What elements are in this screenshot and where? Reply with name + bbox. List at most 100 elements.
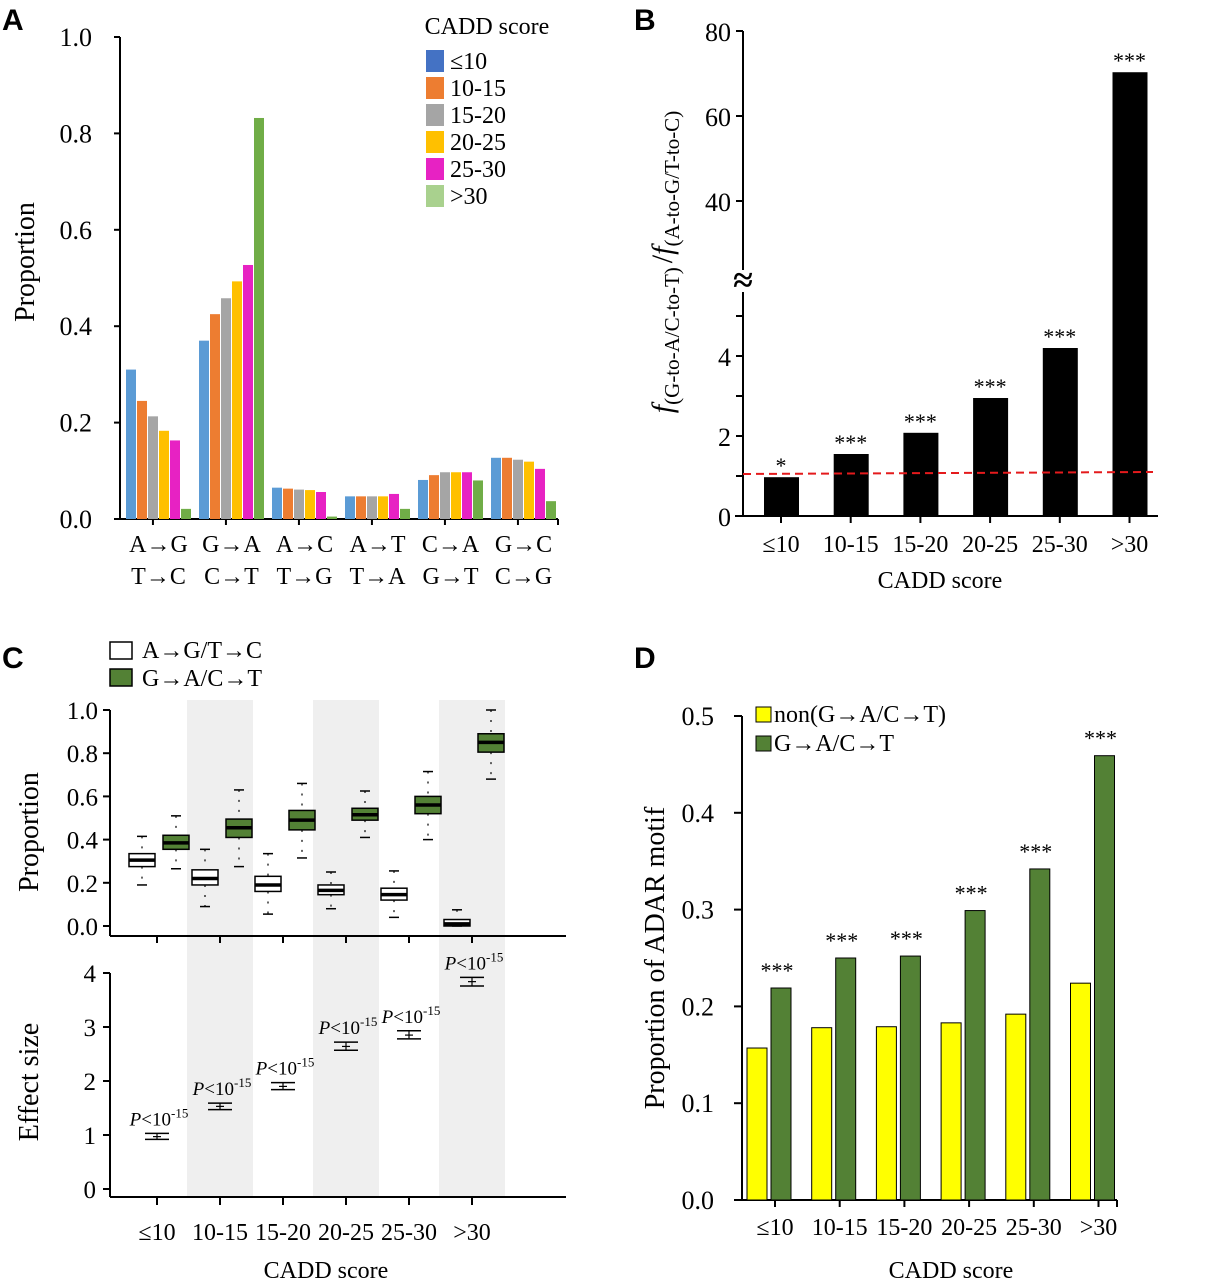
panel-c-bottom-ytick-label: 0 [84,1177,97,1204]
panel-letter-b: B [634,4,656,37]
panel-c-xtick-label: ≤10 [138,1220,175,1246]
panel-d-xtick-label: 20-25 [941,1215,997,1241]
panel-a-xtick-label-line2: T→A [350,564,407,590]
panel-a-legend-swatch [426,185,444,207]
panel-b-ytick-label: 4 [718,343,731,372]
panel-d-significance: *** [761,958,794,983]
panel-b-ytick-label: 60 [705,103,731,132]
panel-d-xtick-label: ≤10 [756,1215,793,1241]
panel-a-xtick-label-line2: C→G [495,564,552,590]
panel-d-bar [940,1022,962,1201]
panel-c-legend-swatch [109,668,133,687]
panel-a-ytick-label: 0.2 [60,409,93,438]
panel-d-ytick-label: 0.1 [682,1089,715,1118]
ylabel-sep: / [646,254,679,263]
panel-c-pvalue-annotation: P<10-15 [129,1105,189,1130]
panel-a-xtick-label-line1: G→C [495,532,552,558]
panel-b-bar [833,454,869,516]
panel-a-bar [345,496,355,519]
panel-b-significance: *** [1113,48,1146,73]
panel-a-legend-label: >30 [450,184,488,210]
panel-b-xtick-label: 25-30 [1032,532,1088,558]
pvalue-p: P [255,1059,268,1080]
panel-a-bar [546,501,556,519]
panel-a-bar [159,430,169,519]
panel-d-legend-label: G→A/C→T [774,731,894,757]
panel-c-xtick-label: 15-20 [255,1220,311,1246]
pvalue-base: <10 [456,953,486,974]
panel-b-chart: f(G-to-A/C-to-T)/f(A-to-G/T-to-C) CADD s… [646,18,1158,594]
panel-c-pvalue-annotation: P<10-15 [192,1075,252,1100]
panel-d-bar [770,987,792,1201]
panel-c-bottom-ytick-label: 1 [84,1123,97,1150]
panel-d-bar [1070,982,1091,1201]
panel-b-xtick-label: 15-20 [892,532,948,558]
panel-a-xtick-label-line2: C→T [204,564,259,590]
panel-c-bottom-ytick-label: 3 [84,1015,97,1042]
panel-a-xtick-label-line1: G→A [202,532,261,558]
panel-b-xtick-label: >30 [1111,532,1149,558]
panel-c-xtick-label: 10-15 [192,1220,248,1246]
panel-d-ytick-label: 0.5 [682,702,715,731]
panel-b-xlabel: CADD score [878,568,1003,594]
panel-b-ytick-label: 80 [705,18,731,47]
panel-b-significance: *** [974,374,1007,399]
panel-d-legend-swatch [755,735,772,752]
panel-d-bar [1029,868,1051,1201]
panel-c-bottom-ytick-label: 4 [84,961,97,988]
panel-a-xtick-label-line1: A→G [129,532,188,558]
panel-c-legend-label: G→A/C→T [142,666,262,692]
panel-a-legend-swatch [426,158,444,180]
panel-b-ylabel: f(G-to-A/C-to-T)/f(A-to-G/T-to-C) [646,111,684,413]
panel-b-ytick-label: 0 [718,503,731,532]
panel-a-bar [400,508,410,519]
panel-d-xtick-label: >30 [1080,1215,1118,1241]
panel-d-xtick-label: 15-20 [876,1215,932,1241]
panel-a-bar [148,416,158,519]
panel-a-bar [535,468,545,519]
panel-d-xlabel: CADD score [889,1258,1014,1280]
panel-a-ytick-label: 0.0 [60,505,93,534]
panel-a-bar [513,459,523,519]
panel-b-bar [903,432,939,516]
panel-a-bar [294,489,304,519]
panel-d-xtick-label: 10-15 [812,1215,868,1241]
panel-a-bar [367,496,377,519]
panel-c-xtick-label: 25-30 [381,1220,437,1246]
panel-a-xtick-label-line2: G→T [423,564,479,590]
panel-c-shaded-band [187,700,253,1198]
panel-a-legend-label: ≤10 [450,49,487,75]
panel-d-significance: *** [1019,839,1052,864]
panel-a-bar [232,281,242,519]
panel-b-bar [973,398,1009,516]
pvalue-base: <10 [393,1007,423,1028]
panel-a-bar [199,340,209,519]
panel-a-chart: Proportion CADD score 0.0 0.2 0.4 0.6 0.8 1.0… [10,14,559,590]
pvalue-exponent: -15 [171,1105,188,1120]
pvalue-base: <10 [267,1059,297,1080]
panel-b-significance: *** [904,409,937,434]
ylabel-num-sub: (G-to-A/C-to-T) [660,267,684,405]
panel-d-significance: *** [890,926,923,951]
pvalue-exponent: -15 [360,1014,377,1029]
panel-a-ytick-label: 0.6 [60,216,93,245]
panel-a-bar [137,400,147,519]
panel-a-legend-swatch [426,104,444,126]
panel-a-bar [327,516,337,519]
panel-c-bottom-ytick-label: 2 [84,1069,97,1096]
panel-a-legend-label: 15-20 [450,103,506,129]
panel-a-ytick-label: 0.8 [60,119,93,148]
panel-c-shaded-band [439,700,505,1198]
pvalue-p: P [129,1109,142,1130]
panel-a-ytick-label: 1.0 [60,23,93,52]
panel-d-bar [964,910,986,1201]
panel-d-bar [811,1027,833,1201]
panel-b-significance: *** [1043,324,1076,349]
panel-c-chart: A→G/T→CG→A/C→T Proportion Effect size CA… [14,638,566,1280]
pvalue-base: <10 [330,1018,360,1039]
panel-c-xlabel: CADD score [264,1258,389,1280]
panel-a-bar [389,493,399,519]
panel-a-bar [181,508,191,519]
panel-b-ytick-label: 2 [718,423,731,452]
